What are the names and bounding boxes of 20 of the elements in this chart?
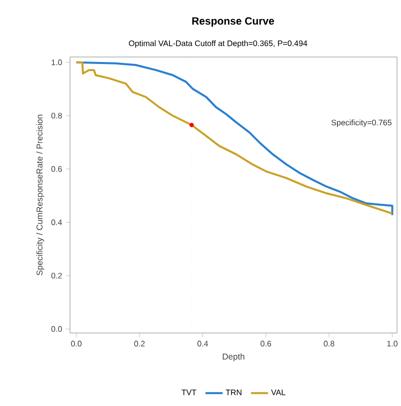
chart-title: Response Curve <box>192 17 274 27</box>
y-tick-label: 0.2 <box>51 272 62 278</box>
x-tick-label: 0.6 <box>260 340 272 346</box>
y-tick-label: 0.8 <box>51 112 62 118</box>
y-tick-label: 0.0 <box>51 326 62 332</box>
x-tick-label: 0.2 <box>134 340 145 346</box>
legend-label: TRN <box>226 390 242 396</box>
x-tick-label: 1.0 <box>387 340 398 346</box>
annotation: Specificity=0.765 <box>331 120 392 127</box>
x-tick-label: 0.4 <box>197 340 208 346</box>
y-axis-title: Specificity / CumResponseRate / Precision <box>36 114 44 276</box>
y-tick-label: 1.0 <box>52 60 62 66</box>
legend-label: VAL <box>271 390 286 396</box>
x-tick-label: 0.0 <box>70 340 82 346</box>
y-tick-label: 0.6 <box>51 166 62 172</box>
chart-subtitle: Optimal VAL-Data Cutoff at Depth=0.365, P=0.494 <box>128 40 308 48</box>
legend-title: TVT <box>181 390 196 396</box>
x-axis-title: Depth <box>222 353 244 362</box>
y-tick-label: 0.4 <box>51 220 62 226</box>
x-tick-label: 0.8 <box>324 340 334 346</box>
